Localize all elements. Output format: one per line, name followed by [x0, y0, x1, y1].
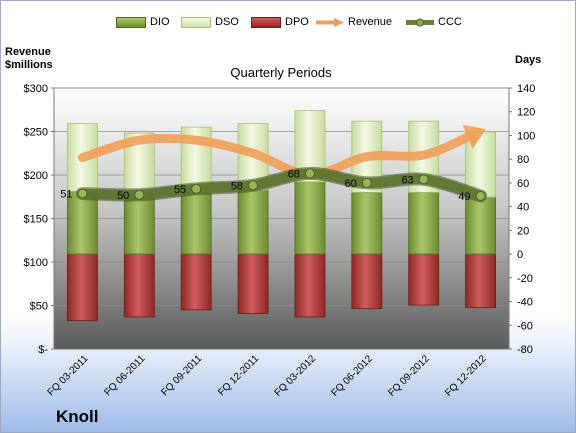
legend-dpo: DPO — [251, 16, 309, 28]
dio-bar — [180, 191, 212, 255]
ccc-point — [304, 168, 315, 179]
dpo-bar — [408, 253, 440, 306]
right-tick-label: 60 — [517, 178, 529, 190]
dio-bar — [294, 181, 326, 255]
ccc-data-label: 50 — [117, 190, 129, 202]
x-tick-label: FQ 09-2012 — [386, 353, 432, 399]
right-tick-label: 100 — [517, 130, 535, 142]
ccc-point — [248, 180, 259, 191]
right-tick-label: -40 — [517, 297, 533, 309]
dio-bar — [351, 191, 383, 255]
left-axis-title: Revenue $millions — [5, 46, 53, 72]
dpo-bar — [294, 253, 326, 318]
revenue-arrow-icon — [316, 17, 344, 27]
x-tick-label: FQ 12-2012 — [443, 353, 489, 399]
left-tick-label: $50 — [30, 301, 48, 313]
ccc-data-label: 55 — [174, 184, 186, 196]
dio-bar — [67, 190, 98, 255]
right-axis-title: Days — [515, 54, 542, 66]
left-tick-label: $300 — [24, 83, 48, 95]
left-axis-title-line2: $millions — [5, 59, 53, 71]
left-axis-title-line1: Revenue — [5, 46, 51, 58]
ccc-point — [361, 177, 372, 188]
legend-dio-label: DIO — [150, 16, 170, 28]
left-tick-label: $250 — [24, 127, 48, 139]
ccc-data-label: 63 — [401, 174, 413, 186]
dio-bar — [465, 196, 496, 255]
right-tick-label: -80 — [517, 344, 533, 356]
x-tick-label: FQ 06-2011 — [102, 353, 147, 398]
dpo-bar — [180, 253, 212, 311]
right-tick-label: 80 — [517, 154, 529, 166]
ccc-data-label: 68 — [288, 168, 300, 180]
dio-bar — [123, 193, 155, 255]
right-tick-label: 20 — [517, 225, 529, 237]
dpo-bar — [351, 253, 383, 310]
dpo-bar — [465, 253, 496, 308]
x-tick-label: FQ 12-2011 — [216, 353, 261, 398]
legend-dio: DIO — [116, 16, 170, 28]
x-tick-label: FQ 03-2011 — [46, 353, 91, 398]
right-tick-label: 120 — [517, 107, 535, 119]
ccc-point — [191, 183, 202, 194]
legend-revenue: Revenue — [316, 16, 392, 28]
legend-ccc: CCC — [406, 16, 462, 28]
right-tick-label: 0 — [517, 249, 523, 261]
left-tick-label: $200 — [24, 170, 48, 182]
ccc-data-label: 49 — [458, 191, 470, 203]
x-tick-label: FQ 03-2012 — [273, 353, 319, 399]
ccc-data-label: 60 — [345, 178, 357, 190]
chart-title: Quarterly Periods — [230, 65, 332, 80]
dio-bar — [408, 191, 440, 255]
legend: DIO DSO DPO Revenue CCC — [106, 16, 486, 34]
revenue-arrowhead — [462, 124, 487, 149]
ccc-data-label: 51 — [60, 189, 72, 201]
right-tick-label: 40 — [517, 202, 529, 214]
x-tick-label: FQ 09-2011 — [159, 353, 204, 398]
left-tick-label: $150 — [24, 214, 48, 226]
revenue-line — [77, 130, 476, 180]
right-tick-label: -60 — [517, 320, 533, 332]
dpo-bar — [123, 253, 155, 318]
legend-dpo-label: DPO — [285, 16, 309, 28]
company-name: Knoll — [56, 407, 99, 426]
legend-ccc-label: CCC — [438, 16, 462, 28]
left-tick-label: $- — [38, 344, 48, 356]
ccc-marker-icon — [406, 18, 434, 27]
x-tick-label: FQ 06-2012 — [329, 353, 375, 399]
dpo-bar — [67, 253, 98, 321]
right-tick-label: -20 — [517, 273, 533, 285]
ccc-point — [475, 190, 486, 201]
ccc-data-label: 58 — [231, 180, 243, 192]
legend-revenue-label: Revenue — [348, 16, 393, 28]
ccc-point — [134, 189, 145, 200]
dio-bar — [237, 189, 269, 255]
ccc-point — [418, 174, 429, 185]
legend-dso: DSO — [181, 16, 239, 28]
dpo-bar — [237, 253, 269, 314]
ccc-point — [77, 188, 88, 199]
left-tick-label: $100 — [24, 257, 48, 269]
legend-dso-label: DSO — [215, 16, 239, 28]
right-tick-label: 140 — [517, 83, 535, 95]
